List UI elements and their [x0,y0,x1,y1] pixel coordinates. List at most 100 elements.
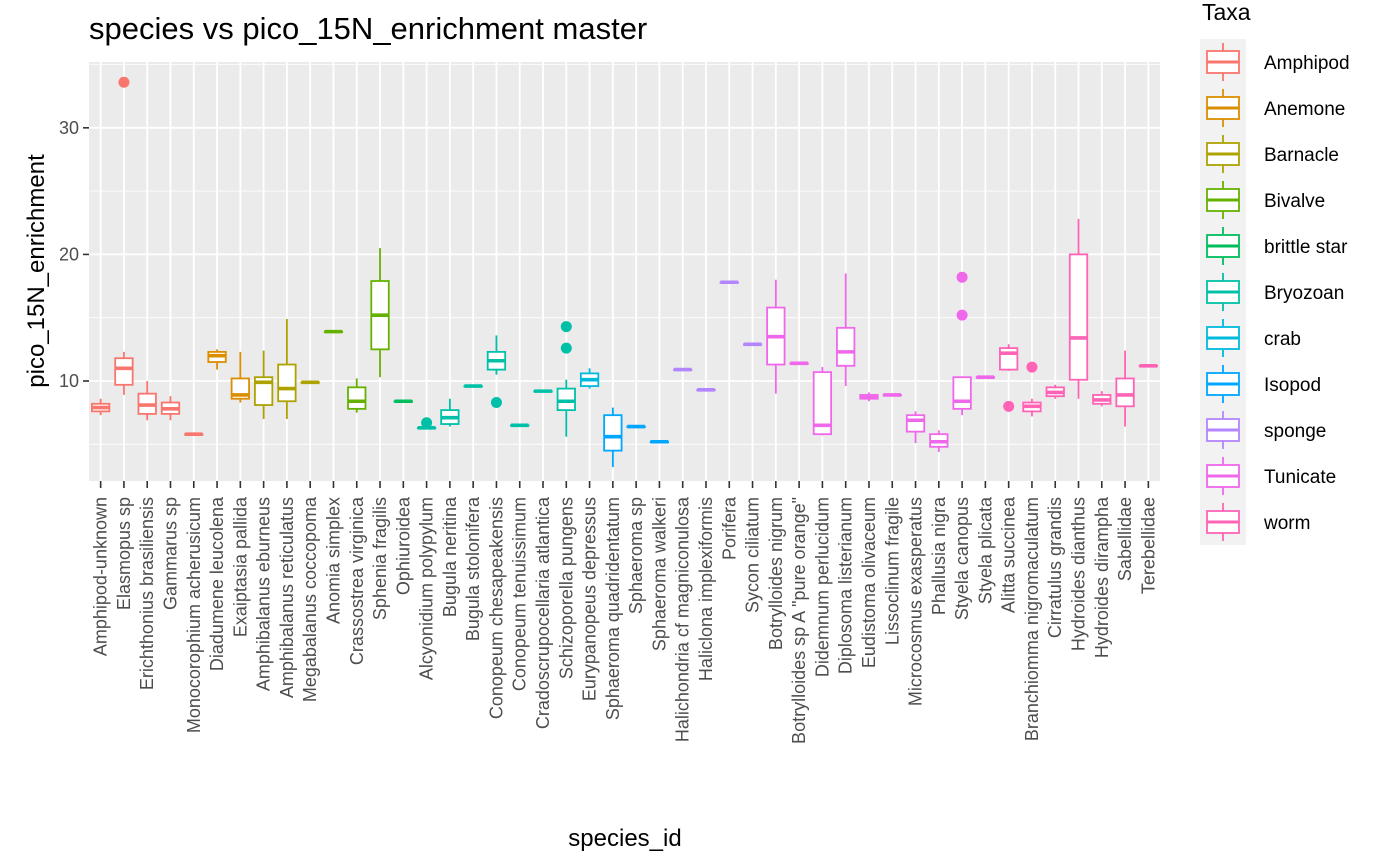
x-tick-label: Diplosoma listerianum [836,497,856,674]
legend-item-3: Bivalve [1200,177,1325,223]
legend-item-9: Tunicate [1200,453,1336,499]
x-tick-label: Eudistoma olivaceum [859,497,879,668]
box-19 [533,389,553,393]
box-1 [114,76,134,395]
box-36 [929,430,949,452]
x-tick-label: Sabellidae [1115,497,1135,581]
y-tick-label: 20 [59,244,79,264]
y-tick-label: 10 [59,371,79,391]
box-29 [766,279,786,394]
outlier-point [1003,400,1015,412]
x-tick-label: Amphipod-unknown [91,497,111,656]
legend-item-6: crab [1200,315,1301,361]
box-13 [393,399,413,404]
legend-item-8: sponge [1200,407,1326,453]
box-8 [277,318,297,419]
x-tick-label: Lissoclinum fragile [882,497,902,645]
legend-label: Bivalve [1264,191,1325,212]
outlier-point [421,417,433,429]
box-body [836,326,856,367]
x-tick-label: Phallusia nigra [929,496,949,615]
outlier-point [1026,361,1038,373]
box-40 [1022,361,1042,417]
box-body [277,363,297,403]
outlier-point [560,321,572,333]
box-21 [579,368,600,389]
x-tick-label: Sphaeroma sp [626,497,646,614]
legend: Taxa Amphipod Anemone Barnacle Bivalve britt… [1200,0,1350,545]
legend-item-1: Anemone [1200,85,1345,131]
box-body [999,347,1019,371]
box-31 [812,367,833,436]
box-25 [673,367,693,372]
x-tick-label: Branchiomma nigromaculatum [1022,497,1042,741]
legend-label: Amphipod [1264,53,1350,74]
plot-panel [89,62,1160,481]
legend-label: worm [1263,513,1310,534]
outlier-point [956,309,968,321]
box-18 [510,423,530,428]
outlier-point [956,271,968,283]
outlier-point [490,397,502,409]
legend-label: Bryozoan [1264,283,1344,304]
box-body [1115,377,1135,408]
box-28 [742,342,763,347]
legend-label: brittle star [1264,237,1348,258]
box-body [1068,253,1089,381]
x-tick-label: Cradoscrupocellaria atlantica [533,496,553,729]
x-tick-label: Monocorophium acherusicum [184,497,204,733]
x-tick-label: Elasmopus sp [114,497,134,610]
legend-item-10: worm [1200,499,1310,545]
legend-item-2: Barnacle [1200,131,1339,177]
box-14 [416,417,437,430]
x-tick-label: Botrylloides nigrum [766,497,786,650]
box-9 [300,380,320,385]
box-body [603,414,623,452]
box-body [253,376,274,406]
x-tick-label: Sphenia fragilis [370,497,390,620]
box-33 [859,392,879,402]
box-2 [137,380,157,421]
x-tick-label: Sphaeroma walkeri [649,497,669,651]
box-23 [626,424,646,429]
x-tick-label: Hydroides dianthus [1069,497,1089,651]
x-tick-label: Conopeum tenuissimum [510,497,530,691]
x-tick-label: Cirratulus grandis [1045,497,1065,638]
legend-item-5: Bryozoan [1200,269,1344,315]
x-tick-label: Exaiptasia pallida [230,496,250,637]
box-16 [463,384,483,388]
x-tick-label: Ophiuroidea [393,496,413,595]
legend-item-0: Amphipod [1200,39,1350,85]
box-body [556,387,576,412]
x-tick-label: Botrylloides sp A "pure orange" [789,497,809,744]
box-11 [347,378,367,413]
outlier-point [118,76,130,88]
x-tick-label: Bugula neritina [440,496,460,617]
box-body [347,386,367,410]
x-axis-title: species_id [568,825,681,852]
box-38 [975,375,996,379]
x-tick-label: Diadumene leucolena [207,496,227,671]
box-4 [184,432,204,436]
box-body [812,371,833,436]
x-tick-label: Schizoporella pungens [556,497,576,679]
x-tick-label: Erichthonius brasiliensis [137,497,157,690]
x-tick-label: Sycon ciliatum [743,497,763,613]
box-24 [649,439,670,444]
x-axis: Amphipod-unknown Elasmopus sp Erichthonius… [91,481,1158,744]
x-tick-label: Halichondria cf magniconulosa [673,496,693,742]
legend-label: Anemone [1264,99,1345,120]
box-26 [696,388,716,392]
x-tick-label: Terebellidae [1138,497,1158,594]
box-body [952,376,972,410]
box-0 [91,398,111,416]
box-10 [323,329,344,334]
chart-title: species vs pico_15N_enrichment master [89,11,647,46]
x-tick-label: Conopeum chesapeakensis [486,497,506,719]
box-body [905,414,926,433]
box-6 [230,351,250,403]
x-tick-label: Sphaeroma quadridentatum [603,497,623,720]
x-tick-label: Megabalanus coccopoma [300,496,320,702]
x-tick-label: Gammarus sp [160,497,180,610]
